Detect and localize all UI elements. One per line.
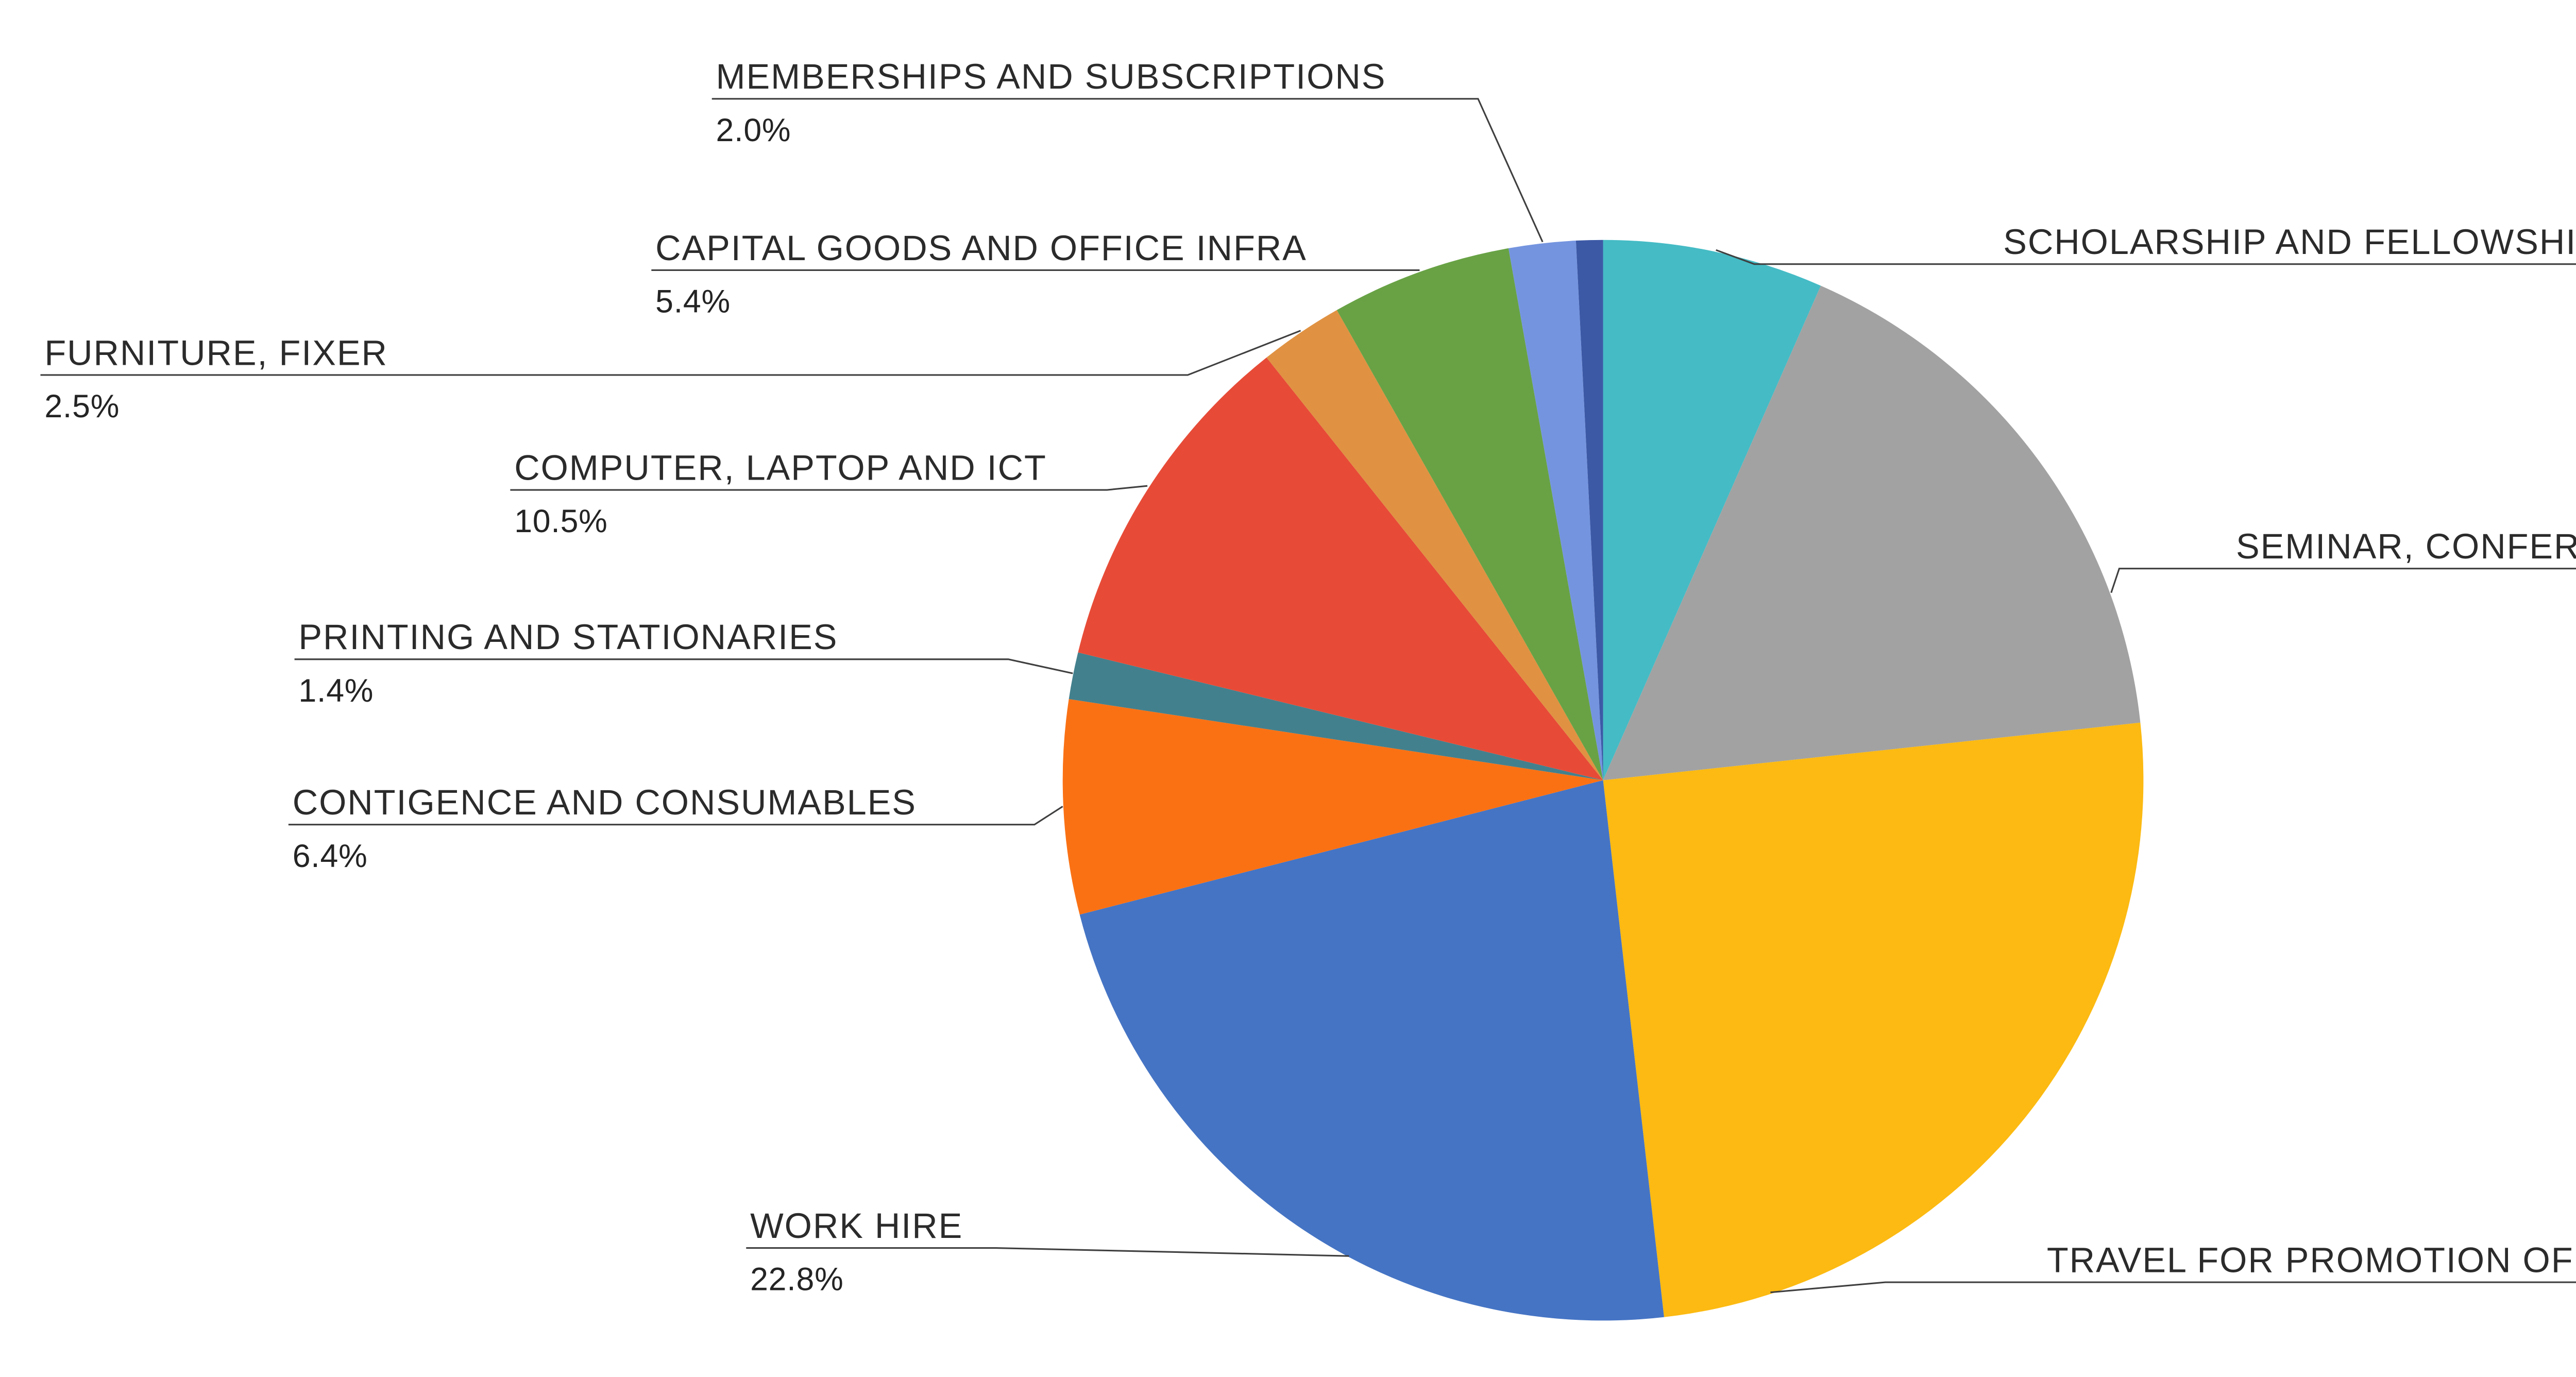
- slice-percent: 10.5%: [514, 503, 607, 539]
- label-leader-line: [294, 658, 1073, 674]
- pie-slice-memberships-and-subscriptions[interactable]: [1508, 241, 1603, 780]
- slice-label: MEMBERSHIPS AND SUBSCRIPTIONS: [716, 57, 1386, 96]
- slice-label: SEMINAR, CONFERENCE, EVENTS AND DELE...: [2236, 526, 2576, 566]
- label-leader-line: [288, 806, 1063, 826]
- slice-percent: 6.4%: [293, 838, 368, 874]
- label-leader-line: [1770, 1281, 2576, 1294]
- pie-slice-other[interactable]: [1575, 240, 1603, 780]
- slice-label: TRAVEL FOR PROMOTION OF INTERNATIONAL RE…: [2047, 1240, 2576, 1280]
- label-leader-line: [746, 1247, 1349, 1257]
- slice-percent: 5.4%: [655, 284, 731, 320]
- slice-percent: 2.0%: [716, 112, 791, 148]
- slice-label: CONTIGENCE AND CONSUMABLES: [293, 783, 917, 822]
- pie-slice-furniture-fixer[interactable]: [1266, 310, 1603, 780]
- label-leader-line: [2110, 568, 2576, 593]
- slice-percent: 1.4%: [298, 673, 374, 709]
- slice-label: WORK HIRE: [750, 1206, 963, 1246]
- pie-slice-travel-for-promotion-of-international-relations[interactable]: [1603, 722, 2144, 1317]
- slice-percent: 2.5%: [44, 388, 120, 424]
- pie-slice-computer-laptop-and-ict[interactable]: [1078, 357, 1603, 780]
- pie-slice-scholarship-and-fellowship-awards-rewards[interactable]: [1603, 240, 1821, 780]
- slice-label: SCHOLARSHIP AND FELLOWSHIP, AWARDS, REWA…: [2003, 222, 2576, 262]
- label-leader-line: [40, 330, 1301, 376]
- label-leader-line: [711, 98, 1544, 243]
- label-leader-line: [1716, 249, 2576, 265]
- slice-percent: 22.8%: [750, 1262, 843, 1298]
- slice-label: PRINTING AND STATIONARIES: [298, 617, 838, 657]
- pie-slice-work-hire[interactable]: [1079, 780, 1664, 1321]
- pie-slice-contigence-and-consumables[interactable]: [1062, 699, 1603, 915]
- pie-slice-capital-goods-and-office-infra[interactable]: [1336, 248, 1603, 780]
- slice-label: COMPUTER, LAPTOP AND ICT: [514, 448, 1047, 487]
- pie-slice-printing-and-stationaries[interactable]: [1069, 652, 1603, 780]
- slice-label: FURNITURE, FIXER: [44, 333, 388, 372]
- pie-slice-seminar-conference-events-and-dele[interactable]: [1603, 285, 2141, 780]
- label-leader-line: [510, 485, 1148, 491]
- slice-label: CAPITAL GOODS AND OFFICE INFRA: [655, 228, 1307, 268]
